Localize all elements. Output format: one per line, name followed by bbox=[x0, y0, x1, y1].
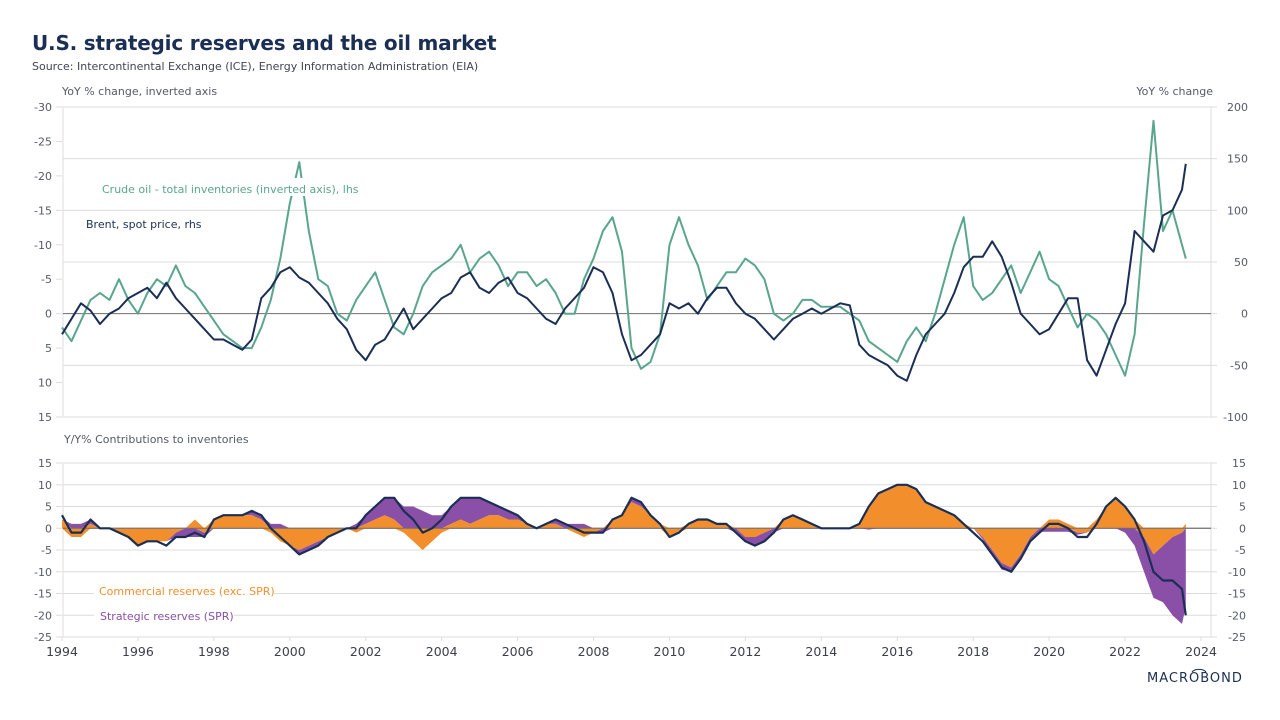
legend-bg-strategic bbox=[94, 607, 234, 623]
top-left-axis: -30 -25 -20 -15 -10 -5 0 5 10 15 bbox=[34, 101, 62, 424]
legend-brent: Brent, spot price, rhs bbox=[86, 218, 202, 231]
left-tick-label: -5 bbox=[41, 544, 52, 557]
left-tick-label: 15 bbox=[38, 457, 52, 470]
x-tick-label: 2016 bbox=[881, 644, 913, 659]
x-tick-label: 2024 bbox=[1185, 644, 1217, 659]
logo-arc-icon bbox=[1191, 668, 1207, 673]
x-tick-label: 1998 bbox=[198, 644, 230, 659]
right-tick-label: 200 bbox=[1227, 101, 1248, 114]
svg-text:MACROBOND: MACROBOND bbox=[1147, 671, 1243, 686]
left-tick-label: -15 bbox=[34, 204, 52, 217]
left-tick-label: -20 bbox=[34, 609, 52, 622]
chart-title: U.S. strategic reserves and the oil mark… bbox=[32, 31, 497, 55]
top-panel-grid bbox=[62, 106, 1212, 418]
commercial-area-positive bbox=[62, 484, 1186, 529]
x-tick-label: 2004 bbox=[426, 644, 458, 659]
legend-strategic: Strategic reserves (SPR) bbox=[100, 610, 234, 623]
left-tick-label: 15 bbox=[38, 411, 52, 424]
right-tick-label: 50 bbox=[1234, 256, 1248, 269]
right-tick-label: -5 bbox=[1235, 544, 1246, 557]
left-tick-label: -5 bbox=[41, 273, 52, 286]
left-tick-label: 0 bbox=[45, 522, 52, 535]
right-tick-label: -20 bbox=[1228, 609, 1246, 622]
left-tick-label: -25 bbox=[34, 135, 52, 148]
left-tick-label: -10 bbox=[34, 239, 52, 252]
legend-bg-inventories bbox=[96, 178, 358, 196]
left-tick-label: 10 bbox=[38, 479, 52, 492]
left-tick-label: -25 bbox=[34, 631, 52, 644]
bottom-right-axis: 15 10 5 0 -5 -10 -15 -20 -25 bbox=[1211, 457, 1246, 644]
right-tick-label: 10 bbox=[1232, 479, 1246, 492]
top-right-axis-label: YoY % change bbox=[1135, 85, 1213, 98]
bottom-left-axis: 15 10 5 0 -5 -10 -15 -20 -25 bbox=[34, 457, 62, 644]
top-right-axis: 200 150 100 50 0 -50 -100 bbox=[1211, 101, 1248, 424]
legend-commercial: Commercial reserves (exc. SPR) bbox=[99, 585, 275, 598]
legend-inventories: Crude oil - total inventories (inverted … bbox=[102, 183, 359, 196]
x-tick-label: 2006 bbox=[502, 644, 534, 659]
left-tick-label: 0 bbox=[45, 308, 52, 321]
right-tick-label: 0 bbox=[1239, 522, 1246, 535]
x-tick-label: 2012 bbox=[729, 644, 761, 659]
inventories-line bbox=[61, 119, 1187, 377]
x-tick-label: 2022 bbox=[1109, 644, 1141, 659]
x-tick-label: 2008 bbox=[578, 644, 610, 659]
x-tick-label: 1996 bbox=[122, 644, 154, 659]
left-tick-label: -10 bbox=[34, 566, 52, 579]
right-tick-label: -50 bbox=[1230, 359, 1248, 372]
right-tick-label: 100 bbox=[1227, 204, 1248, 217]
right-tick-label: 5 bbox=[1239, 501, 1246, 514]
right-tick-label: 15 bbox=[1232, 457, 1246, 470]
left-tick-label: 10 bbox=[38, 377, 52, 390]
chart-source: Source: Intercontinental Exchange (ICE),… bbox=[32, 60, 479, 73]
left-tick-label: -20 bbox=[34, 170, 52, 183]
x-axis: 1994 1996 1998 2000 2002 2004 2006 2008 2010 2012… bbox=[46, 637, 1217, 659]
left-tick-label: 5 bbox=[45, 342, 52, 355]
x-tick-label: 2020 bbox=[1033, 644, 1065, 659]
legend-bg-commercial bbox=[94, 583, 274, 599]
total-line bbox=[61, 483, 1187, 616]
bottom-panel-series bbox=[61, 483, 1211, 624]
x-tick-label: 1994 bbox=[46, 644, 78, 659]
right-tick-label: -10 bbox=[1228, 566, 1246, 579]
right-tick-label: -15 bbox=[1228, 588, 1246, 601]
right-tick-label: 150 bbox=[1227, 153, 1248, 166]
x-tick-label: 2018 bbox=[957, 644, 989, 659]
top-panel-series bbox=[61, 119, 1187, 382]
commercial-area-negative bbox=[62, 528, 1186, 568]
left-tick-label: -30 bbox=[34, 101, 52, 114]
x-tick-label: 2010 bbox=[654, 644, 686, 659]
x-tick-label: 2014 bbox=[805, 644, 837, 659]
right-tick-label: -25 bbox=[1228, 631, 1246, 644]
x-tick-label: 2000 bbox=[274, 644, 306, 659]
left-tick-label: 5 bbox=[45, 501, 52, 514]
macrobond-logo: MACROBOND bbox=[1147, 668, 1243, 686]
top-left-axis-label: YoY % change, inverted axis bbox=[61, 85, 217, 98]
brent-line bbox=[61, 163, 1187, 382]
right-tick-label: 0 bbox=[1241, 308, 1248, 321]
left-tick-label: -15 bbox=[34, 588, 52, 601]
right-tick-label: -100 bbox=[1223, 411, 1248, 424]
bottom-panel-grid bbox=[62, 462, 1212, 638]
x-tick-label: 2002 bbox=[350, 644, 382, 659]
bottom-panel-title: Y/Y% Contributions to inventories bbox=[63, 433, 249, 446]
